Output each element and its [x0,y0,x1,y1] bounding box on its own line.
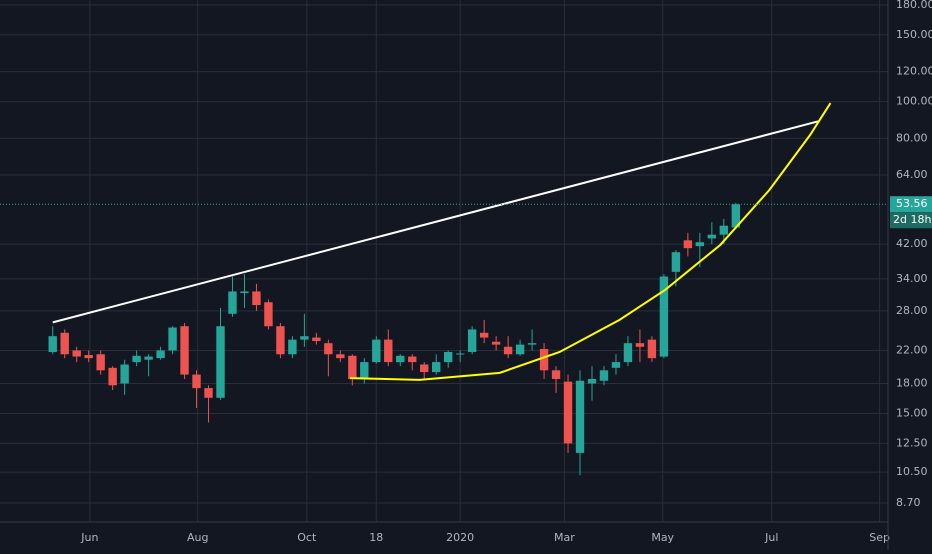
candle-body [168,327,177,351]
candle-body [503,346,513,355]
candle-body [348,355,357,379]
candle-body [264,302,273,327]
candle-body [372,339,381,363]
candle-body [539,348,549,371]
y-tick-label: 150.00 [896,28,932,41]
y-tick-label: 42.00 [896,237,928,250]
countdown-box [890,212,932,229]
candle-body [60,332,69,355]
candle-body [84,355,93,359]
y-tick-label: 64.00 [896,168,928,181]
candle-body [96,354,105,371]
candle-body [587,378,597,384]
candle-body [599,370,609,381]
y-tick-label: 10.50 [896,465,928,478]
candle-body [252,291,261,306]
candle-body [276,326,285,355]
candle-body [396,355,405,363]
x-tick-label: 2020 [446,531,474,544]
candle-body [671,252,681,272]
x-tick-label: Sep [869,531,890,544]
x-tick-label: Mar [554,531,575,544]
candle-body [683,240,693,249]
candle-body [659,276,669,357]
y-tick-label: 34.00 [896,272,928,285]
candle-body [575,380,585,453]
candle-body [515,344,525,355]
x-tick-label: Jun [80,531,98,544]
last-price-label: 53.56 [896,197,928,210]
y-tick-label: 28.00 [896,304,928,317]
candle-body [360,362,369,379]
trend-drawing [349,102,832,381]
candle-body [420,364,429,373]
x-tick-label: May [651,531,674,544]
candle-body [384,339,393,363]
x-tick-label: Oct [297,531,317,544]
y-tick-label: 12.50 [896,436,928,449]
candle-body [156,350,165,359]
candle-body [72,350,81,357]
candle-body [719,225,729,235]
candle-body [563,381,573,444]
candle-body [695,242,705,247]
y-tick-label: 22.00 [896,343,928,356]
candle-body [192,374,201,389]
candle-body [635,343,645,347]
candle-body [300,336,309,340]
candle-body [144,356,153,360]
candle-body [240,291,249,294]
candle-body [228,291,237,314]
candle-body [527,343,537,345]
candle-body [120,364,129,384]
candle-body [611,362,621,368]
x-tick-label: Jul [764,531,778,544]
candle-body [455,353,465,355]
candle-body [48,336,57,352]
candle-body [432,362,441,373]
candle-body [647,339,657,359]
x-tick-label: Aug [187,531,208,544]
candle-body [479,332,489,338]
last-price-box [890,196,932,213]
candle-body [623,343,633,363]
candle-body [491,341,501,345]
candle-body [288,339,297,355]
y-tick-label: 120.00 [896,65,932,78]
candle-body [336,354,345,359]
candle-body [707,234,717,239]
candle-body [408,356,417,363]
candle-body [108,367,117,386]
candle-body [731,204,740,228]
candle-body [467,329,477,352]
candle-body [551,370,561,379]
x-tick-label: 18 [369,531,383,544]
candle-body [444,351,453,363]
candle-body [324,343,333,355]
candle-body [204,388,213,398]
trend-drawing [52,119,820,324]
candle-body [216,326,225,398]
y-tick-label: 18.00 [896,376,928,389]
y-tick-label: 15.00 [896,406,928,419]
candle-body [180,326,189,375]
candle-body [132,355,141,363]
y-tick-label: 80.00 [896,131,928,144]
y-tick-label: 100.00 [896,95,932,108]
candle-body [312,337,321,342]
y-tick-label: 180.00 [896,0,932,11]
countdown-label: 2d 18h [893,213,931,226]
y-tick-label: 8.70 [896,496,921,509]
